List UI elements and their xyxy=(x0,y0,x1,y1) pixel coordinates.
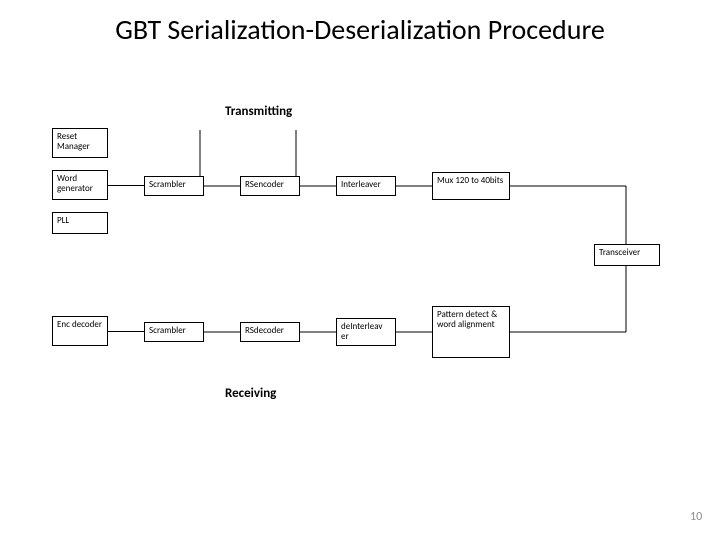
node-scrambler-tx: Scrambler xyxy=(144,176,204,196)
node-word-generator: Word generator xyxy=(52,170,108,200)
node-pll: PLL xyxy=(52,212,108,234)
section-receiving: Receiving xyxy=(225,386,276,401)
node-rsdecoder: RSdecoder xyxy=(240,322,300,342)
node-scrambler-rx: Scrambler xyxy=(144,322,204,342)
node-deinterleaver: deInterleav er xyxy=(336,318,396,346)
edges-layer xyxy=(0,0,720,540)
section-transmitting: Transmitting xyxy=(225,104,292,119)
node-interleaver: Interleaver xyxy=(336,176,396,196)
node-transceiver: Transceiver xyxy=(594,244,660,266)
node-reset-manager: Reset Manager xyxy=(52,128,108,158)
node-rsencoder: RSencoder xyxy=(240,176,300,196)
node-enc-decoder: Enc decoder xyxy=(52,316,108,346)
node-pattern-detect: Pattern detect & word alignment xyxy=(432,306,510,358)
node-mux: Mux 120 to 40bits xyxy=(432,172,510,200)
page-title: GBT Serialization-Deserialization Proced… xyxy=(0,12,720,47)
page-number: 10 xyxy=(690,510,702,524)
